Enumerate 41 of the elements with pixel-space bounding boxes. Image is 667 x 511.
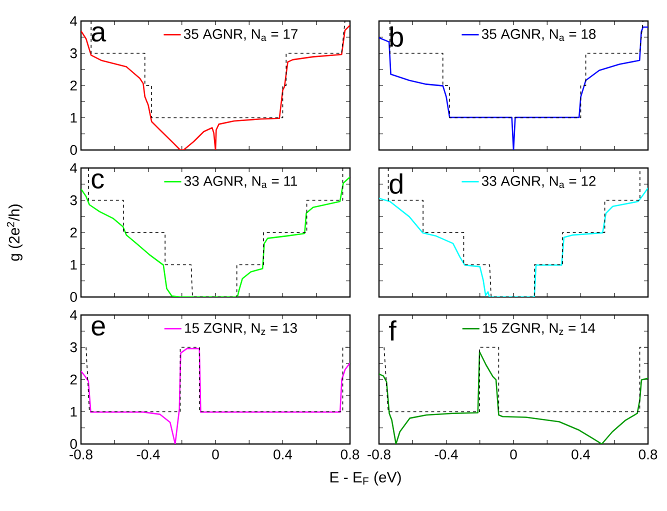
y-tick-label: 0 [70,292,77,302]
y-tick-label: 3 [70,48,77,58]
annotation: f [389,320,396,341]
x-tick-label: -0.4 [136,450,160,460]
annotation: a [92,26,106,42]
x-tick-label: -0.8 [368,450,390,460]
y-tick-label: 3 [70,342,77,352]
x-tick-label: 0.8 [638,450,658,460]
annotation: c [92,173,104,189]
y-tick-label: 0 [70,439,77,449]
annotation: d [390,173,402,194]
x-tick-label: 0 [212,450,219,460]
y-tick-label: 2 [70,80,77,90]
y-tick-label: 4 [70,163,78,173]
y-axis-title: g (2e$^{2}$/h) [6,204,22,261]
x-tick-label: -0.4 [434,450,458,460]
legend-label: 33 AGNR, N$_{a}$ = 11 [184,176,298,188]
x-tick-label: 0.4 [274,450,292,460]
line-series [81,348,350,444]
legend-label: 15 ZGNR, N$_{z}$ = 13 [185,323,297,335]
y-tick-label: 1 [70,260,77,270]
y-tick-label: 0 [70,145,77,155]
x-tick-label: 0.8 [340,450,360,460]
legend-label: 35 AGNR, N$_{a}$ = 17 [184,29,298,42]
y-tick-label: 2 [70,228,77,238]
legend-label: 35 AGNR, N$_{a}$ = 18 [482,29,596,42]
y-tick-label: 4 [70,310,78,320]
y-tick-label: 3 [70,195,77,206]
y-tick-label: 1 [70,406,77,417]
line-series [81,24,350,150]
x-tick-label: 0.4 [572,450,590,460]
y-tick-label: 4 [70,16,78,26]
y-tick-label: 2 [70,374,77,384]
x-tick-label: -0.8 [70,450,92,460]
legend-label: 15 ZGNR, N$_{z}$ = 14 [483,323,596,335]
annotation: e [92,320,105,336]
x-tick-label: 0 [510,450,517,460]
x-axis-title: E - E$_{F}$ (eV) [330,472,401,486]
y-tick-label: 1 [70,112,77,123]
legend-label: 33 AGNR, N$_{a}$ = 12 [482,176,596,188]
annotation: b [390,26,403,47]
